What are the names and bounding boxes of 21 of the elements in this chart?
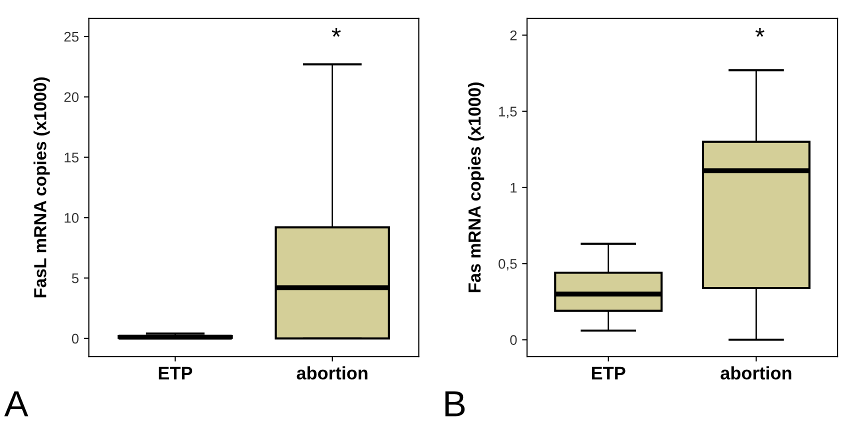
y-tick-label: 0: [72, 334, 79, 344]
y-tick-label: 1,5: [499, 106, 517, 118]
x-tick-label: ETP: [158, 366, 192, 380]
text: B: [445, 391, 465, 416]
x-tick-label: ETP: [592, 366, 626, 380]
y-tick-label: 0: [510, 335, 517, 345]
y-axis-title: Fas mRNA copies (x1000): [468, 82, 484, 292]
y-tick-label: 20: [64, 92, 79, 102]
annotation: *: [332, 28, 341, 37]
annotation: *: [755, 28, 764, 37]
y-tick-label: 25: [64, 32, 79, 42]
y-tick-label: 10: [64, 212, 79, 223]
y-tick-label: 15: [64, 152, 79, 162]
x-tick-label: abortion: [296, 366, 368, 380]
y-axis-title: FasL mRNA copies (x1000): [34, 77, 50, 298]
x-tick-label: abortion: [720, 366, 792, 380]
y-tick-label: 0,5: [498, 258, 517, 270]
y-tick-label: 2: [510, 30, 517, 40]
y-tick-label: 1: [510, 182, 517, 192]
y-tick-label: 5: [72, 274, 79, 284]
text: A: [4, 391, 28, 416]
